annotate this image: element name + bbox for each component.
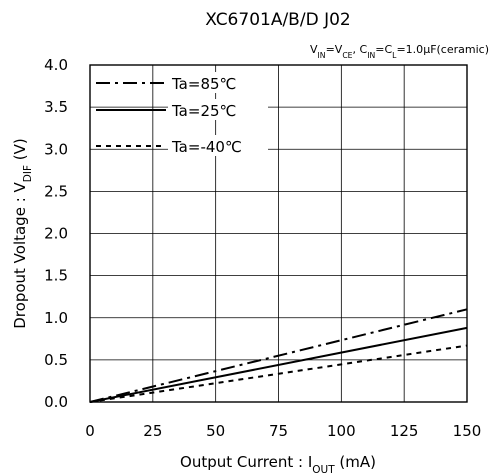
series-line-2 bbox=[89, 326, 468, 403]
series-layer bbox=[89, 308, 468, 403]
x-tick-label: 150 bbox=[453, 422, 482, 440]
legend-label-bg bbox=[168, 72, 268, 93]
y-tick-labels: 0.0 0.5 1.0 1.5 2.0 2.5 3.0 3.5 4.0 bbox=[44, 56, 68, 411]
series-line-1 bbox=[89, 308, 468, 403]
test-conditions: VIN=VCE, CIN=CL=1.0μF(ceramic) bbox=[310, 43, 489, 60]
series-line-3 bbox=[89, 344, 468, 403]
grid bbox=[90, 65, 467, 402]
plot-frame bbox=[89, 64, 468, 403]
legend-label: Ta=85℃ bbox=[171, 75, 236, 93]
x-tick-label: 25 bbox=[143, 422, 162, 440]
chart-title: XC6701A/B/D J02 bbox=[205, 10, 350, 30]
x-tick-label: 0 bbox=[85, 422, 95, 440]
x-axis-label: Output Current : IOUT (mA) bbox=[180, 453, 376, 474]
y-tick-label: 2.5 bbox=[44, 182, 68, 200]
y-tick-label: 1.5 bbox=[44, 267, 68, 285]
x-tick-label: 125 bbox=[390, 422, 419, 440]
y-axis-label: Dropout Voltage : VDIF (V) bbox=[11, 138, 34, 329]
y-tick-label: 4.0 bbox=[44, 56, 68, 74]
x-tick-labels: 0 25 50 75 100 125 150 bbox=[85, 422, 481, 440]
y-tick-label: 0.5 bbox=[44, 351, 68, 369]
x-tick-label: 75 bbox=[269, 422, 288, 440]
y-tick-label: 3.5 bbox=[44, 98, 68, 116]
legend-label-bg bbox=[168, 99, 268, 120]
y-tick-label: 0.0 bbox=[44, 393, 68, 411]
x-tick-label: 100 bbox=[327, 422, 356, 440]
legend-label-bg bbox=[168, 135, 268, 156]
y-tick-label: 3.0 bbox=[44, 140, 68, 158]
y-tick-label: 2.0 bbox=[44, 225, 68, 243]
x-tick-label: 50 bbox=[206, 422, 225, 440]
legend-label: Ta=25℃ bbox=[171, 102, 236, 120]
legend-label: Ta=-40℃ bbox=[171, 138, 242, 156]
y-tick-label: 1.0 bbox=[44, 309, 68, 327]
legend: Ta=85℃ Ta=25℃ Ta=-40℃ bbox=[96, 72, 268, 156]
